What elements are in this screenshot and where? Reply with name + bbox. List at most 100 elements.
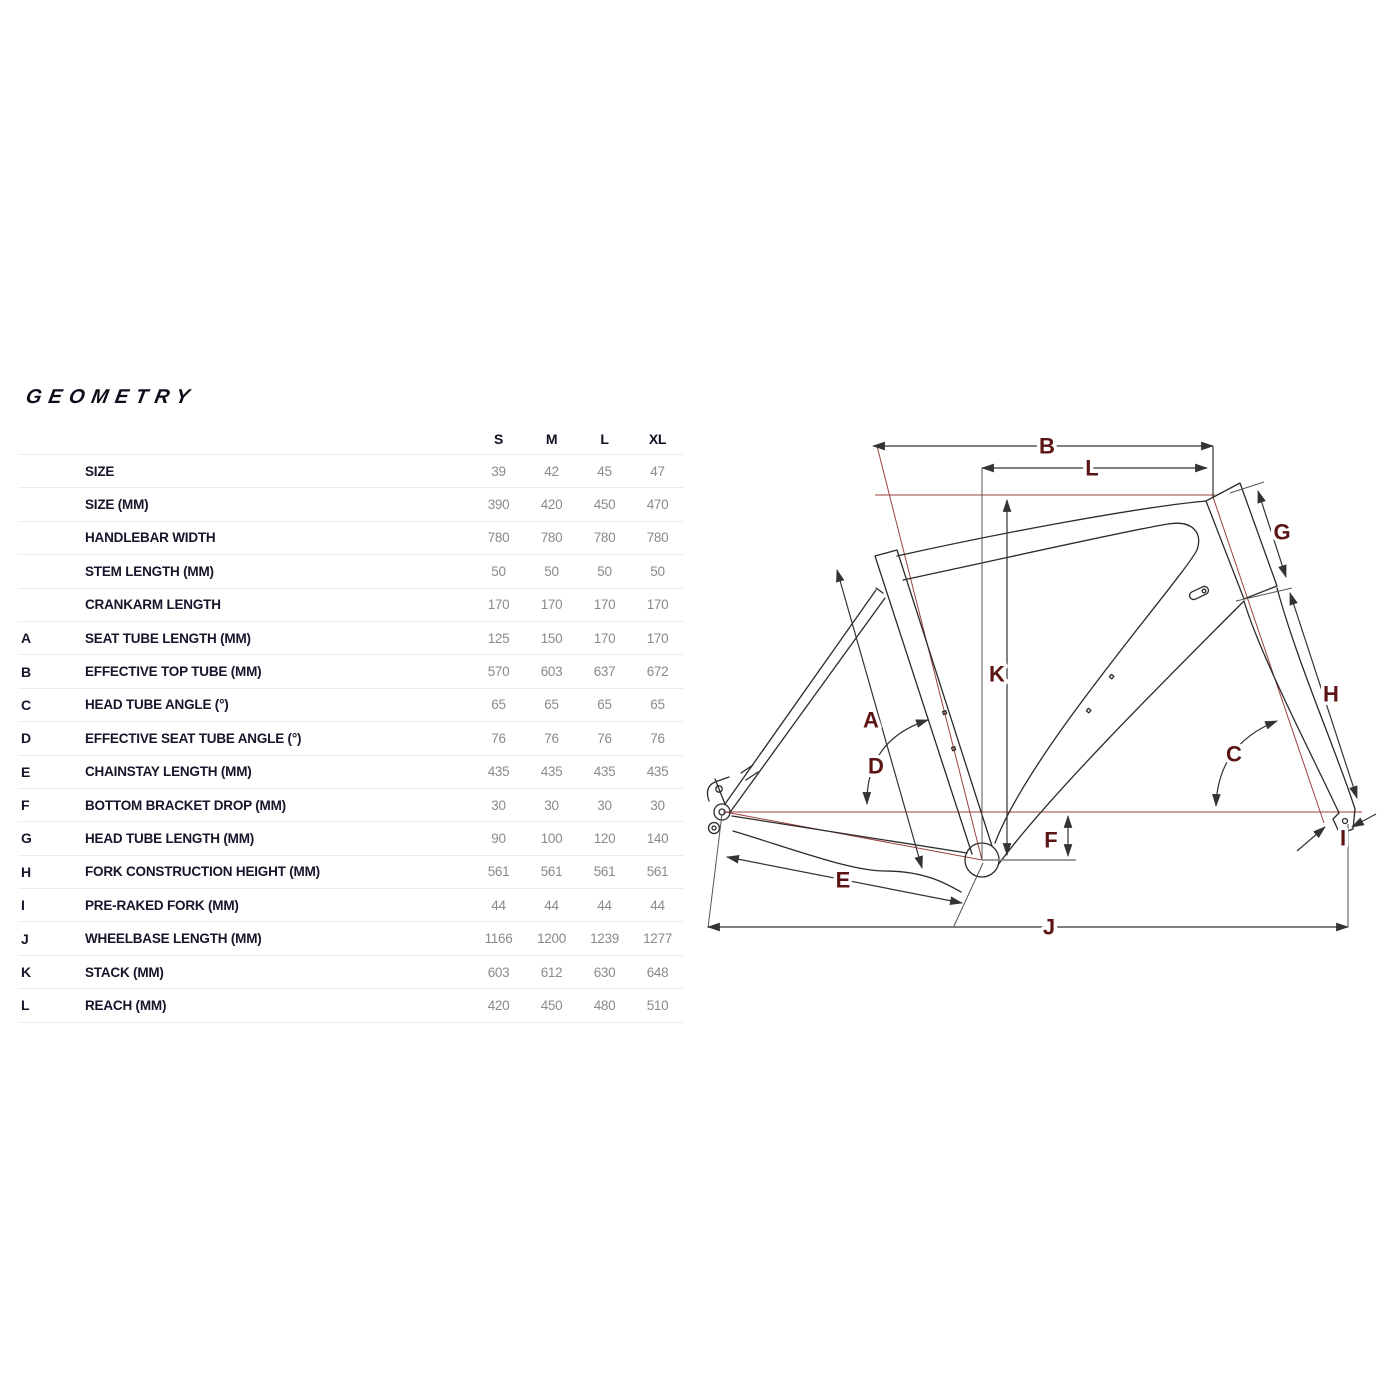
seat-cluster-step — [875, 587, 884, 594]
row-label: CRANKARM LENGTH — [85, 597, 221, 613]
row-value: 47 — [650, 463, 665, 479]
seat-stay-mark — [740, 764, 759, 781]
label-A: A — [863, 708, 879, 733]
row-value: 637 — [593, 664, 616, 680]
table-row: A SEAT TUBE LENGTH (MM) 125 150 170 170 — [18, 622, 684, 656]
cable-port-hole — [1201, 588, 1207, 594]
row-value: 435 — [593, 764, 616, 780]
table-row: E CHAINSTAY LENGTH (MM) 435 435 435 435 — [18, 756, 684, 789]
row-value: 561 — [540, 864, 563, 880]
table-row: J WHEELBASE LENGTH (MM) 1166 1200 1239 1277 — [18, 922, 684, 956]
row-letter: E — [21, 763, 31, 780]
row-value: 76 — [491, 730, 506, 746]
column-header: M — [545, 431, 558, 447]
row-letter: F — [21, 797, 30, 814]
row-value: 30 — [491, 797, 506, 813]
dim-G — [1257, 489, 1287, 579]
column-header: XL — [648, 431, 667, 447]
table-header-row: S M L XL — [18, 424, 684, 455]
table-row: B EFFECTIVE TOP TUBE (MM) 570 603 637 672 — [18, 655, 684, 689]
steering-axis-line — [1212, 496, 1325, 824]
row-label: HEAD TUBE ANGLE (°) — [85, 697, 229, 713]
row-value: 30 — [597, 797, 612, 813]
top-tube-lower-downtube-upper — [902, 522, 1200, 844]
row-value: 44 — [597, 897, 612, 913]
row-value: 170 — [593, 597, 616, 613]
row-value: 44 — [491, 897, 506, 913]
dimension-lines — [706, 441, 1377, 932]
dim-C-arc — [1212, 720, 1279, 808]
row-label: STACK (MM) — [85, 964, 164, 980]
dim-G-ext-bottom — [1235, 587, 1293, 602]
row-value: 170 — [646, 597, 669, 613]
row-value: 561 — [646, 864, 669, 880]
row-label: WHEELBASE LENGTH (MM) — [85, 931, 262, 947]
row-label: EFFECTIVE TOP TUBE (MM) — [85, 664, 262, 680]
table-row: CRANKARM LENGTH 170 170 170 170 — [18, 589, 684, 622]
row-letter: L — [21, 997, 30, 1014]
column-header: L — [600, 431, 609, 447]
row-value: 603 — [487, 964, 510, 980]
frame-outline — [706, 482, 1356, 893]
row-letter: D — [21, 730, 31, 747]
row-value: 390 — [487, 497, 510, 513]
row-value: 1277 — [643, 931, 672, 947]
row-value: 561 — [593, 864, 616, 880]
row-value: 42 — [544, 463, 559, 479]
row-value: 630 — [593, 964, 616, 980]
row-value: 100 — [540, 830, 563, 846]
row-value: 44 — [544, 897, 559, 913]
row-label: REACH (MM) — [85, 997, 167, 1013]
geometry-table: S M L XL SIZE 39 42 45 47 SIZE (MM) 390 420 450 470 H… — [18, 424, 684, 1023]
row-value: 510 — [646, 997, 669, 1013]
dim-D-arc — [862, 719, 930, 806]
bottle-boss — [1108, 673, 1115, 680]
row-value: 30 — [544, 797, 559, 813]
row-value: 76 — [544, 730, 559, 746]
row-value: 90 — [491, 830, 506, 846]
label-C: C — [1226, 742, 1242, 767]
table-row: SIZE (MM) 390 420 450 470 — [18, 488, 684, 522]
cable-port — [1188, 585, 1210, 601]
dim-E-ext-left — [707, 813, 723, 929]
row-label: SIZE — [85, 463, 115, 479]
dim-H — [1289, 591, 1358, 800]
row-value: 780 — [540, 530, 563, 546]
row-value: 1166 — [484, 931, 513, 947]
label-H: H — [1323, 682, 1339, 707]
row-value: 44 — [650, 897, 665, 913]
reference-lines — [723, 445, 1362, 861]
row-label: STEM LENGTH (MM) — [85, 563, 214, 579]
bottle-boss — [941, 709, 948, 716]
row-letter: I — [21, 897, 25, 914]
row-label: SIZE (MM) — [85, 497, 149, 513]
table-row: HANDLEBAR WIDTH 780 780 780 780 — [18, 522, 684, 556]
row-value: 780 — [593, 530, 616, 546]
row-label: PRE-RAKED FORK (MM) — [85, 897, 239, 913]
dimension-labels: B L G K A D C H F E J I — [832, 430, 1349, 943]
bottle-boss — [950, 745, 957, 752]
table-row: I PRE-RAKED FORK (MM) 44 44 44 44 — [18, 889, 684, 923]
label-I: I — [1340, 826, 1346, 851]
column-header: S — [493, 431, 504, 447]
row-value: 30 — [650, 797, 665, 813]
top-tube-upper — [896, 500, 1207, 557]
row-value: 480 — [593, 997, 616, 1013]
label-E: E — [836, 868, 851, 893]
page-title: GEOMETRY — [24, 386, 199, 408]
head-tube — [1205, 482, 1278, 600]
row-value: 170 — [593, 630, 616, 646]
row-value: 50 — [544, 563, 559, 579]
table-row: D EFFECTIVE SEAT TUBE ANGLE (°) 76 76 76 76 — [18, 722, 684, 756]
seat-tube — [874, 549, 993, 855]
label-G: G — [1273, 520, 1290, 545]
row-value: 45 — [597, 463, 612, 479]
label-D: D — [868, 754, 884, 779]
table-row: G HEAD TUBE LENGTH (MM) 90 100 120 140 — [18, 822, 684, 856]
label-B: B — [1039, 434, 1055, 459]
row-value: 648 — [646, 964, 669, 980]
row-value: 50 — [597, 563, 612, 579]
row-value: 420 — [487, 997, 510, 1013]
dim-E — [725, 855, 964, 905]
